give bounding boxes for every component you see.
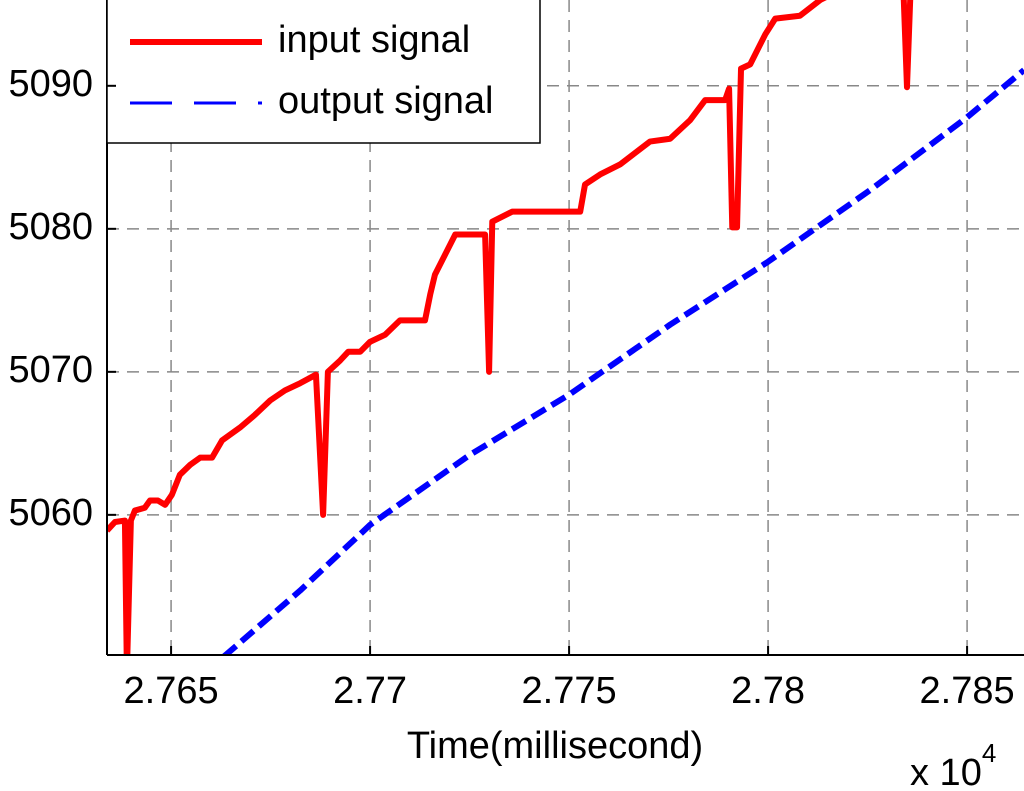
x-multiplier: x 104	[910, 738, 996, 791]
series-line	[107, 0, 914, 655]
x-tick-label: 2.78	[731, 670, 805, 712]
x-tick-label: 2.775	[522, 670, 617, 712]
x-tick-label: 2.785	[920, 670, 1015, 712]
x-tick-label: 2.765	[124, 670, 219, 712]
legend: input signal output signal	[106, 0, 541, 144]
x-axis-label: Time(millisecond)	[407, 725, 703, 767]
plot-lines	[107, 0, 1024, 655]
y-tick-label: 5090	[8, 63, 93, 105]
x-multiplier-base: x 10	[910, 752, 982, 791]
y-tick-label: 5080	[8, 206, 93, 248]
series-line	[222, 67, 1024, 655]
y-tick-label: 5060	[8, 492, 93, 534]
x-multiplier-exponent: 4	[982, 738, 996, 768]
y-tick-label: 5070	[8, 349, 93, 391]
x-tick-label: 2.77	[333, 670, 407, 712]
legend-box	[106, 0, 541, 144]
legend-label: input signal	[278, 19, 470, 61]
legend-label: output signal	[278, 80, 494, 122]
